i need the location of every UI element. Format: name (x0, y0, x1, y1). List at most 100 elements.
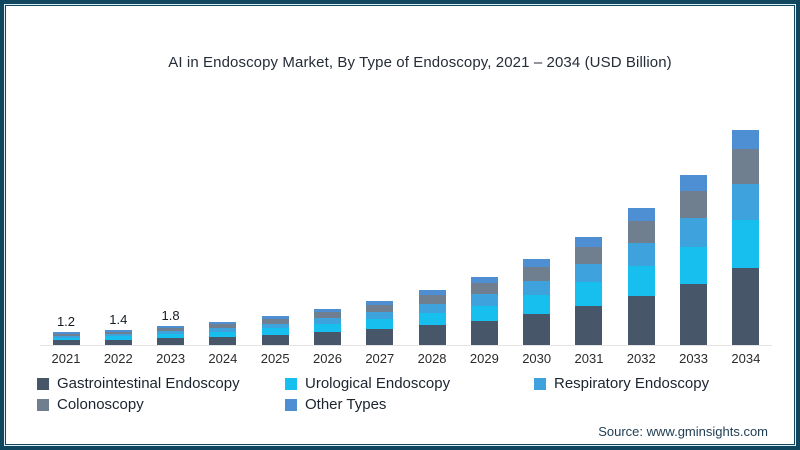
bar-segment-respiratory-endoscopy[interactable] (313, 318, 341, 325)
bar-segment-gastrointestinal-endoscopy[interactable] (261, 334, 289, 345)
stacked-bar[interactable] (575, 237, 603, 345)
bar-segment-urological-endoscopy[interactable] (418, 313, 446, 326)
bar-segment-urological-endoscopy[interactable] (313, 324, 341, 333)
bar-segment-urological-endoscopy[interactable] (104, 336, 132, 340)
stacked-bar[interactable] (523, 259, 551, 345)
bar-segment-other-types[interactable] (523, 259, 551, 267)
bar-segment-other-types[interactable] (627, 208, 655, 221)
stacked-bar[interactable] (366, 300, 394, 345)
bar-segment-colonoscopy[interactable] (52, 333, 80, 336)
bar-segment-colonoscopy[interactable] (104, 331, 132, 334)
bar-segment-urological-endoscopy[interactable] (732, 220, 760, 268)
bar-segment-other-types[interactable] (680, 175, 708, 191)
bar-segment-other-types[interactable] (470, 277, 498, 284)
bar-segment-gastrointestinal-endoscopy[interactable] (313, 332, 341, 345)
stacked-bar[interactable] (261, 316, 289, 345)
bar-segment-respiratory-endoscopy[interactable] (523, 280, 551, 296)
legend-item-urological-endoscopy[interactable]: Urological Endoscopy (285, 374, 534, 393)
bar-segment-respiratory-endoscopy[interactable] (209, 327, 237, 332)
bar-segment-other-types[interactable] (157, 325, 185, 328)
stacked-bar[interactable] (418, 290, 446, 345)
bar-segment-colonoscopy[interactable] (470, 283, 498, 295)
bar-segment-urological-endoscopy[interactable] (523, 295, 551, 314)
bar-segment-urological-endoscopy[interactable] (209, 331, 237, 337)
bar-segment-colonoscopy[interactable] (418, 295, 446, 304)
bar-segment-respiratory-endoscopy[interactable] (680, 217, 708, 247)
bar-segment-respiratory-endoscopy[interactable] (732, 183, 760, 221)
bar-segment-urological-endoscopy[interactable] (366, 319, 394, 329)
bar-segment-colonoscopy[interactable] (261, 318, 289, 324)
bar-segment-other-types[interactable] (575, 237, 603, 247)
bar-segment-gastrointestinal-endoscopy[interactable] (732, 267, 760, 345)
bar-segment-respiratory-endoscopy[interactable] (52, 335, 80, 338)
legend-item-other-types[interactable]: Other Types (285, 395, 534, 414)
bar-segment-respiratory-endoscopy[interactable] (470, 294, 498, 306)
bar-segment-colonoscopy[interactable] (732, 149, 760, 184)
stacked-bar[interactable] (732, 129, 760, 345)
bar-segment-gastrointestinal-endoscopy[interactable] (104, 339, 132, 345)
bar-segment-respiratory-endoscopy[interactable] (627, 242, 655, 266)
stacked-bar[interactable] (313, 309, 341, 345)
bar-segment-other-types[interactable] (418, 290, 446, 296)
bar-segment-respiratory-endoscopy[interactable] (418, 303, 446, 314)
bar-column: 2025 (249, 88, 301, 366)
bar-segment-gastrointestinal-endoscopy[interactable] (627, 295, 655, 345)
bar-segment-gastrointestinal-endoscopy[interactable] (523, 314, 551, 345)
stacked-bar[interactable] (104, 330, 132, 345)
bar-segment-colonoscopy[interactable] (523, 266, 551, 281)
bar-segment-colonoscopy[interactable] (575, 246, 603, 265)
stacked-bar[interactable] (52, 332, 80, 345)
stacked-bar[interactable] (157, 325, 185, 345)
x-axis-label: 2029 (469, 351, 499, 366)
bar-segment-gastrointestinal-endoscopy[interactable] (209, 336, 237, 345)
legend-item-respiratory-endoscopy[interactable]: Respiratory Endoscopy (534, 374, 756, 393)
bar-segment-gastrointestinal-endoscopy[interactable] (157, 338, 185, 345)
bar-segment-respiratory-endoscopy[interactable] (575, 264, 603, 283)
bar-segment-urological-endoscopy[interactable] (157, 333, 185, 339)
bar-column: 1.2 2021 (40, 88, 92, 366)
plot-area: 1.2 2021 1.4 2022 1.8 2023 2024 2025 2026 2027 202… (40, 88, 772, 366)
bar-segment-other-types[interactable] (366, 300, 394, 305)
bar-segment-urological-endoscopy[interactable] (627, 265, 655, 296)
bar-segment-gastrointestinal-endoscopy[interactable] (575, 306, 603, 345)
bar-segment-other-types[interactable] (209, 321, 237, 324)
legend-item-gastrointestinal-endoscopy[interactable]: Gastrointestinal Endoscopy (37, 374, 285, 393)
bar-segment-colonoscopy[interactable] (680, 190, 708, 218)
bar-segment-urological-endoscopy[interactable] (52, 337, 80, 341)
bar-segment-colonoscopy[interactable] (209, 323, 237, 328)
bar-segment-colonoscopy[interactable] (627, 220, 655, 243)
bar-column: 2024 (197, 88, 249, 366)
bar-segment-colonoscopy[interactable] (313, 312, 341, 319)
bar-segment-other-types[interactable] (313, 309, 341, 313)
bar-segment-gastrointestinal-endoscopy[interactable] (680, 283, 708, 345)
bar-segment-gastrointestinal-endoscopy[interactable] (470, 320, 498, 345)
bar-segment-gastrointestinal-endoscopy[interactable] (366, 329, 394, 345)
legend-item-colonoscopy[interactable]: Colonoscopy (37, 395, 285, 414)
bar-segment-gastrointestinal-endoscopy[interactable] (418, 325, 446, 345)
bar-segment-urological-endoscopy[interactable] (575, 282, 603, 307)
bar-segment-respiratory-endoscopy[interactable] (104, 333, 132, 337)
stacked-bar[interactable] (470, 277, 498, 345)
stacked-bar[interactable] (627, 208, 655, 345)
bar-column: 2029 (458, 88, 510, 366)
stacked-bar[interactable] (680, 175, 708, 345)
bar-segment-other-types[interactable] (52, 332, 80, 334)
bar-segment-colonoscopy[interactable] (157, 327, 185, 331)
bar-segment-other-types[interactable] (732, 129, 760, 150)
bar-segment-respiratory-endoscopy[interactable] (366, 311, 394, 320)
bar-segment-urological-endoscopy[interactable] (261, 328, 289, 335)
stacked-bar[interactable] (209, 321, 237, 345)
respiratory-endoscopy-swatch-icon (534, 377, 546, 390)
bar-segment-respiratory-endoscopy[interactable] (157, 330, 185, 334)
x-axis-label: 2023 (156, 351, 186, 366)
bar-segment-gastrointestinal-endoscopy[interactable] (52, 340, 80, 345)
bar-segment-urological-endoscopy[interactable] (680, 246, 708, 284)
bar-segment-respiratory-endoscopy[interactable] (261, 323, 289, 329)
bar-segment-other-types[interactable] (104, 330, 132, 332)
bar-segment-other-types[interactable] (261, 316, 289, 319)
x-axis-label: 2025 (260, 351, 290, 366)
bar-segment-colonoscopy[interactable] (366, 304, 394, 312)
bar-segment-urological-endoscopy[interactable] (470, 305, 498, 321)
gastrointestinal-endoscopy-swatch-icon (37, 377, 49, 390)
